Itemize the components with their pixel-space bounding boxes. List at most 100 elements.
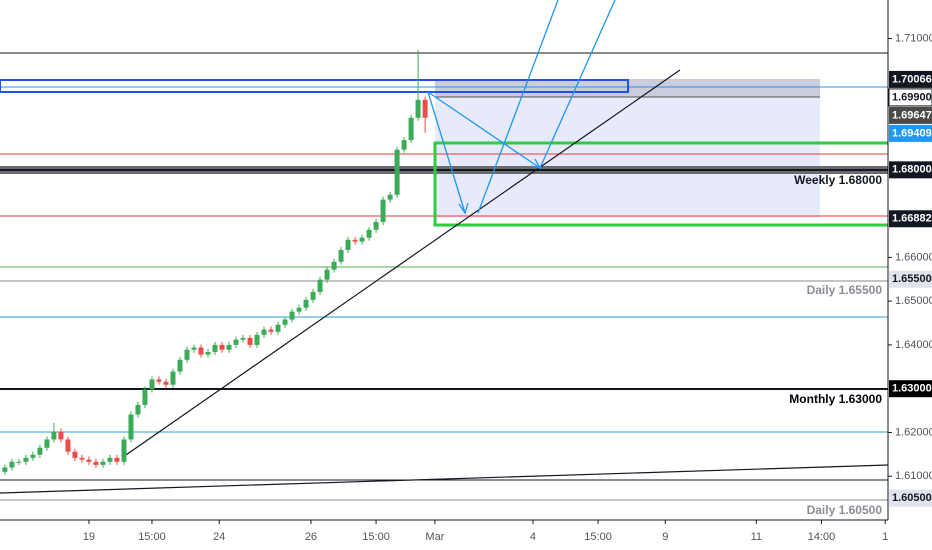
x-tick-label: 24	[213, 531, 225, 543]
candle-body	[86, 459, 92, 462]
candle-body	[149, 379, 155, 390]
candle-body	[366, 229, 372, 238]
candle-body	[296, 307, 302, 312]
price-tag	[888, 88, 932, 107]
candle-body	[128, 414, 134, 440]
arrow	[539, 0, 616, 169]
candle-body	[303, 299, 309, 308]
candle-body	[142, 389, 148, 405]
candle-body	[240, 337, 246, 340]
x-tick-label: 9	[662, 531, 668, 543]
trend-line	[0, 464, 889, 494]
price-tag-label: 1.60500	[892, 492, 932, 504]
resistance-box	[0, 79, 629, 93]
candle-body	[345, 239, 351, 250]
candle-body	[114, 457, 120, 462]
candle-body	[387, 194, 393, 200]
candle-body	[65, 439, 71, 452]
candle-body	[37, 447, 43, 455]
candle-body	[324, 269, 330, 280]
price-tag-label: 1.69647	[892, 109, 932, 121]
annotation: Daily 1.65500	[807, 283, 883, 297]
candle-body	[219, 344, 225, 350]
candle-body	[359, 237, 365, 242]
candle-body	[58, 431, 64, 440]
arrow	[427, 91, 466, 214]
candle-body	[261, 329, 267, 335]
candle-body	[233, 339, 239, 345]
candle-body	[9, 461, 15, 468]
candle-body	[401, 140, 407, 150]
y-tick-label: 1.61000	[895, 470, 932, 482]
price-tag-label: 1.66882	[892, 213, 932, 225]
candle-body	[93, 461, 99, 465]
price-tag	[889, 106, 932, 124]
candle-body	[177, 359, 183, 372]
support-box	[433, 141, 932, 227]
candles	[2, 49, 428, 475]
candle-body	[289, 311, 295, 320]
x-tick-label: 19	[83, 531, 95, 543]
candle-body	[226, 344, 232, 350]
price-tag-label: 1.69409	[892, 127, 932, 139]
candle-body	[121, 439, 127, 462]
candle-body	[331, 261, 337, 270]
candle-body	[184, 349, 190, 360]
annotation: Daily 1.60500	[807, 503, 883, 517]
price-tag	[889, 210, 932, 228]
time-axis	[0, 520, 932, 550]
candle-body	[408, 117, 414, 141]
target-zone	[435, 79, 820, 218]
arrow-head	[458, 202, 469, 215]
candle-body	[282, 319, 288, 325]
price-tag-label: 1.69900	[892, 91, 932, 103]
candle-body	[394, 149, 400, 195]
price-tag	[889, 380, 932, 398]
y-tick-label: 1.66000	[895, 251, 932, 263]
candle-body	[170, 371, 176, 385]
candle-body	[2, 467, 8, 472]
candle-body	[156, 379, 162, 382]
x-tick-label: 1	[882, 531, 888, 543]
x-tick-label: 15:00	[584, 531, 612, 543]
y-tick-label: 1.71000	[895, 32, 932, 44]
candle-body	[310, 291, 316, 300]
price-tag-label: 1.63000	[892, 383, 932, 395]
candle-body	[338, 249, 344, 262]
candle-body	[30, 454, 36, 458]
price-tag	[889, 124, 932, 142]
price-tag-label: 1.70066	[892, 73, 932, 85]
annotation: Monthly 1.63000	[789, 392, 882, 406]
candle-body	[16, 461, 22, 463]
candle-body	[373, 221, 379, 230]
x-tick-label: 15:00	[362, 531, 390, 543]
candle-body	[352, 239, 358, 242]
y-tick-label: 1.62000	[895, 426, 932, 438]
candle-body	[72, 451, 78, 458]
x-tick-label: 14:00	[808, 531, 836, 543]
candle-body	[380, 199, 386, 222]
price-tag	[889, 161, 932, 179]
candle-body	[268, 329, 274, 332]
candle-body	[191, 347, 197, 350]
price-tag-label: 1.68000	[892, 164, 932, 176]
trend-line	[122, 69, 681, 458]
x-tick-label: 26	[305, 531, 317, 543]
price-tag	[889, 70, 932, 88]
annotation: Weekly 1.68000	[794, 173, 882, 187]
x-tick-label: 15:00	[138, 531, 166, 543]
candle-body	[23, 457, 29, 462]
arrow	[477, 0, 559, 214]
arrow-head	[530, 158, 542, 169]
x-tick-label: Mar	[425, 531, 444, 543]
candle-body	[275, 324, 281, 332]
y-tick-label: 1.65000	[895, 295, 932, 307]
candle-body	[247, 337, 253, 345]
candle-body	[100, 461, 106, 465]
candle-body	[254, 334, 260, 345]
candle-body	[51, 431, 57, 440]
candle-body	[317, 279, 323, 292]
candle-body	[198, 347, 204, 355]
